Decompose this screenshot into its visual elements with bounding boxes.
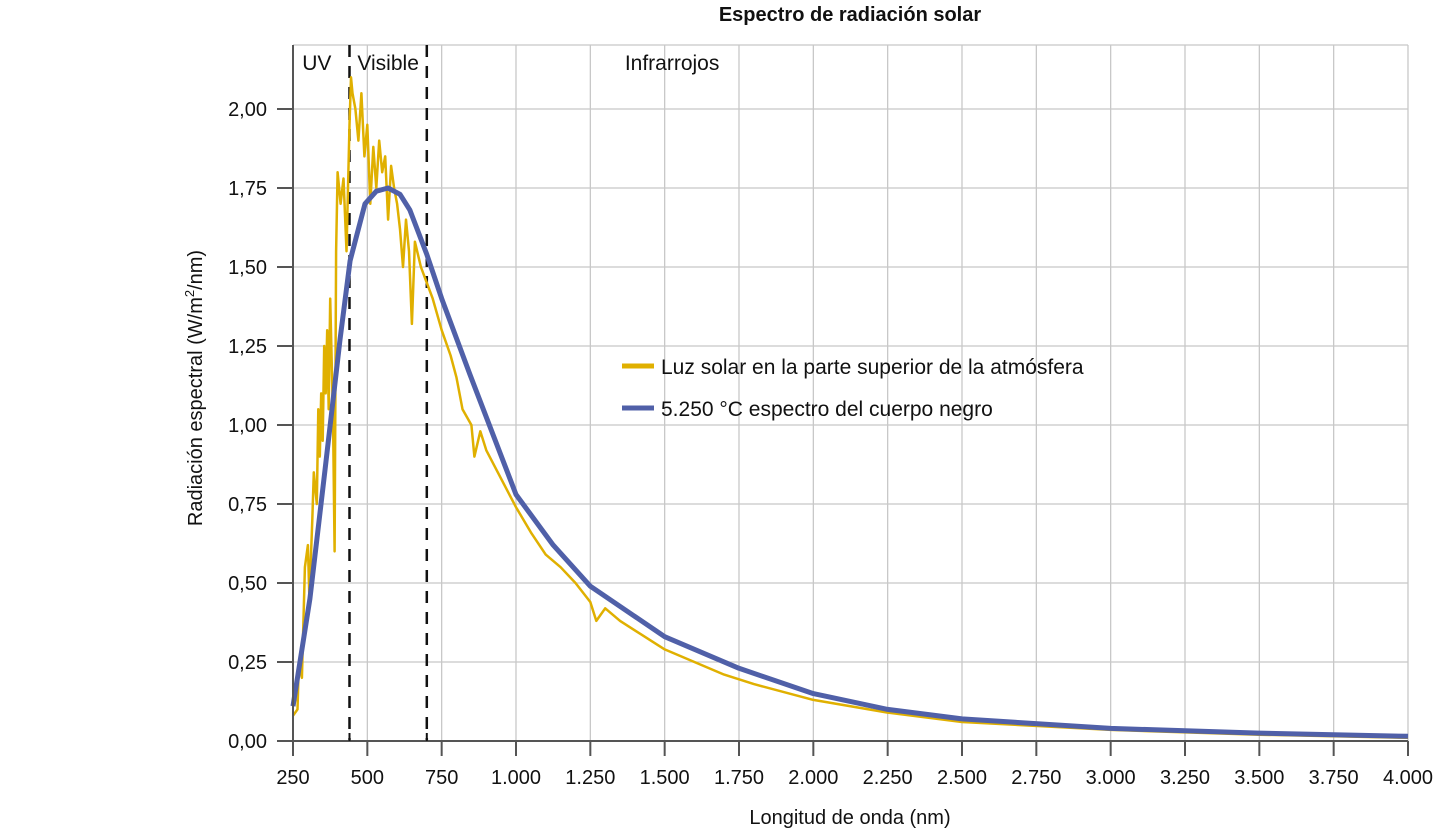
x-tick-label: 1.750 — [714, 767, 764, 789]
region-label-uv: UV — [302, 52, 331, 75]
x-tick-label: 3.000 — [1086, 767, 1136, 789]
region-boundaries — [348, 45, 429, 741]
region-label-visible: Visible — [357, 52, 418, 75]
grid — [292, 44, 1409, 742]
x-tick-label: 2.250 — [863, 767, 913, 789]
x-axis-label: Longitud de onda (nm) — [749, 807, 950, 829]
x-tick-label: 2.000 — [788, 767, 838, 789]
y-tick-label: 0,75 — [228, 494, 267, 516]
y-tick-label: 1,75 — [228, 178, 267, 200]
y-tick-label: 0,25 — [228, 652, 267, 674]
x-tick-label: 1.500 — [640, 767, 690, 789]
y-axis-label: Radiación espectral (W/m2/nm) — [182, 250, 207, 526]
legend-label-solar: Luz solar en la parte superior de la atm… — [661, 356, 1084, 379]
blackbody-curve — [290, 185, 1409, 739]
y-tick-label: 2,00 — [228, 99, 267, 121]
y-tick-label: 1,50 — [228, 257, 267, 279]
y-tick-label: 0,00 — [228, 731, 267, 753]
x-tick-label: 3.750 — [1309, 767, 1359, 789]
x-tick-label: 750 — [425, 767, 458, 789]
x-tick-label: 4.000 — [1383, 767, 1433, 789]
axes — [277, 45, 1409, 756]
y-tick-label: 0,50 — [228, 573, 267, 595]
series-lines — [290, 76, 1409, 740]
x-tick-label: 1.000 — [491, 767, 541, 789]
y-tick-label: 1,25 — [228, 336, 267, 358]
legend: Luz solar en la parte superior de la atm… — [622, 356, 1084, 421]
region-labels: UV Visible Infrarrojos — [302, 52, 719, 75]
tick-labels: 250 500 750 1.000 1.250 1.500 1.750 2.000 2.250 2… — [228, 99, 1433, 789]
region-label-infrarrojos: Infrarrojos — [625, 52, 720, 75]
x-tick-label: 250 — [276, 767, 309, 789]
x-tick-label: 3.500 — [1234, 767, 1284, 789]
x-tick-label: 2.500 — [937, 767, 987, 789]
chart-title: Espectro de radiación solar — [719, 4, 982, 26]
x-tick-label: 500 — [351, 767, 384, 789]
x-tick-label: 2.750 — [1011, 767, 1061, 789]
legend-label-blackbody: 5.250 °C espectro del cuerpo negro — [661, 398, 993, 421]
x-tick-label: 1.250 — [565, 767, 615, 789]
x-tick-label: 3.250 — [1160, 767, 1210, 789]
solar-spectrum-line — [291, 76, 1409, 740]
y-tick-label: 1,00 — [228, 415, 267, 437]
